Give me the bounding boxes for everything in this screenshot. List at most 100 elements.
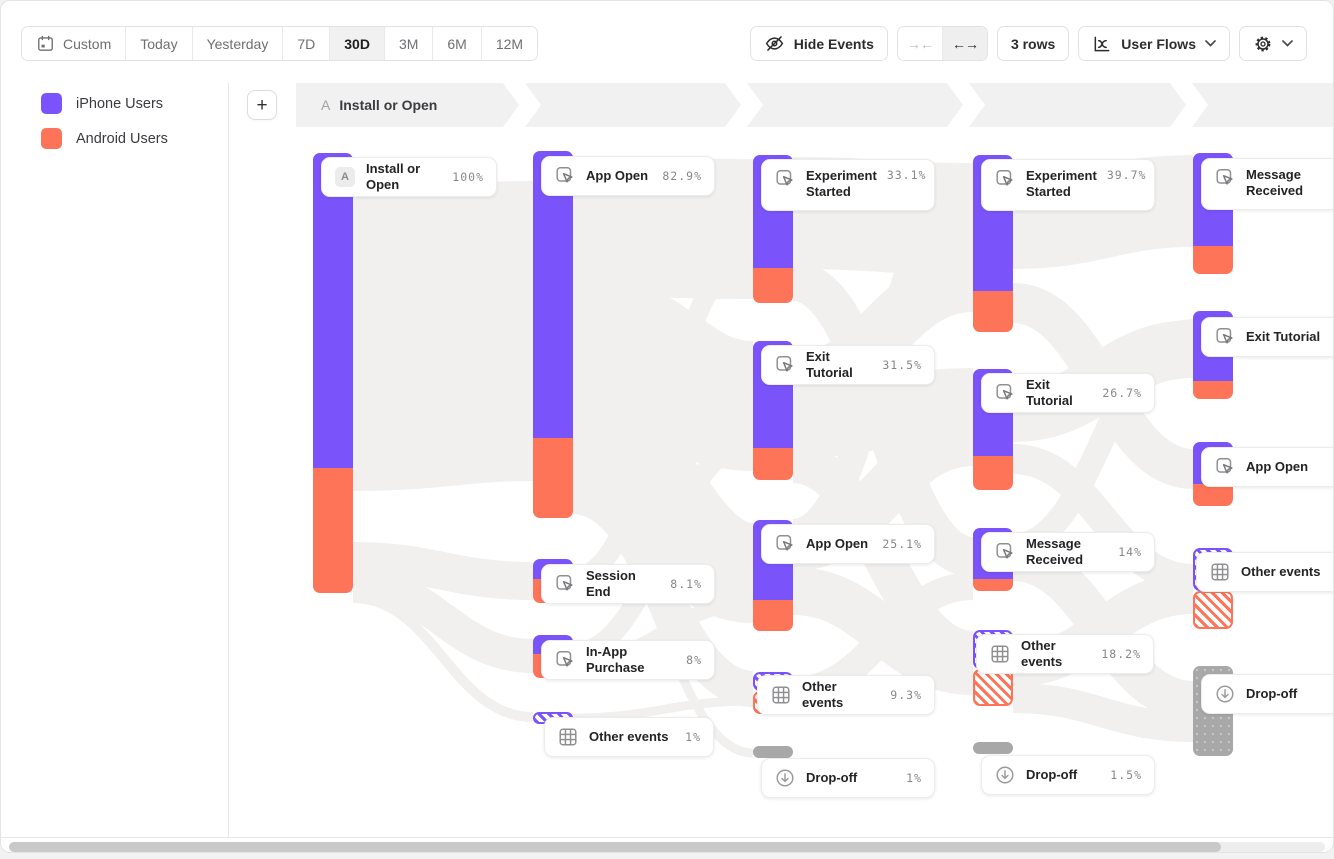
step-band-segment[interactable] bbox=[1192, 83, 1333, 127]
view-selector-button[interactable]: User Flows bbox=[1078, 26, 1230, 61]
event-percentage: 33.1% bbox=[886, 168, 927, 182]
step-letter-badge: A bbox=[334, 166, 356, 188]
drop-off-icon bbox=[774, 767, 796, 789]
legend-swatch bbox=[41, 128, 62, 149]
bar-segment-purple bbox=[533, 151, 573, 438]
other-events-icon bbox=[770, 684, 792, 706]
date-range-label: 30D bbox=[344, 35, 370, 52]
event-name: Other events bbox=[1021, 637, 1063, 669]
date-range-6m[interactable]: 6M bbox=[432, 27, 481, 60]
legend-item-iphone-users[interactable]: iPhone Users bbox=[41, 93, 168, 114]
date-range-30d[interactable]: 30D bbox=[329, 27, 384, 60]
event-click-icon bbox=[774, 533, 796, 555]
flow-node-app-open-col3[interactable]: App Open 25.1% bbox=[761, 524, 935, 564]
event-percentage: 9.3% bbox=[890, 688, 922, 702]
event-click-icon bbox=[994, 382, 1016, 404]
event-name: App Open bbox=[1246, 458, 1309, 474]
event-name: Experiment Started bbox=[806, 168, 877, 200]
bar-segment-orange bbox=[1193, 484, 1233, 506]
event-name: Install or Open bbox=[366, 160, 421, 192]
event-percentage: 82.9% bbox=[662, 169, 702, 183]
date-range-label: 3M bbox=[398, 35, 419, 52]
flow-node-exit-tutorial-col4[interactable]: Exit Tutorial 26.7% bbox=[981, 373, 1155, 413]
bar-segment-hatch-orange bbox=[1193, 591, 1233, 629]
flow-node-other-events-col4[interactable]: Other events 18.2% bbox=[976, 634, 1154, 674]
legend-label: iPhone Users bbox=[76, 95, 164, 112]
event-click-icon bbox=[774, 354, 796, 376]
flow-node-drop-off-col3[interactable]: Drop-off 1% bbox=[761, 758, 935, 798]
drop-off-icon bbox=[994, 764, 1016, 786]
collapse-columns-button[interactable]: →← bbox=[897, 27, 943, 60]
event-percentage: 31.5% bbox=[882, 358, 922, 372]
event-click-icon bbox=[1214, 456, 1236, 478]
event-name: Drop-off bbox=[1246, 685, 1298, 701]
flow-node-drop-off-col4[interactable]: Drop-off 1.5% bbox=[981, 755, 1155, 795]
event-name: Other events bbox=[1241, 563, 1321, 579]
event-percentage: 26.7% bbox=[1102, 386, 1142, 400]
bar-segment-gray bbox=[973, 742, 1013, 754]
flow-node-message-received-col5[interactable]: Message Received bbox=[1201, 158, 1333, 210]
flow-node-exit-tutorial-col3[interactable]: Exit Tutorial 31.5% bbox=[761, 345, 935, 385]
step-band-segment[interactable] bbox=[747, 83, 963, 127]
expand-columns-button[interactable]: ←→ bbox=[942, 27, 987, 60]
date-range-today[interactable]: Today bbox=[125, 27, 192, 60]
date-range-custom[interactable]: Custom bbox=[22, 27, 126, 60]
bar-segment-orange bbox=[533, 438, 573, 518]
event-click-icon bbox=[554, 165, 576, 187]
event-name: Drop-off bbox=[1026, 766, 1078, 782]
event-percentage: 1.5% bbox=[1110, 768, 1142, 782]
date-range-yesterday[interactable]: Yesterday bbox=[191, 27, 283, 60]
event-name: Other events bbox=[802, 678, 844, 710]
flow-node-install-or-open-col1[interactable]: A Install or Open 100% bbox=[321, 157, 497, 197]
date-range-7d[interactable]: 7D bbox=[282, 27, 330, 60]
scrollbar-thumb[interactable] bbox=[9, 842, 1221, 852]
bar-segment-orange bbox=[973, 579, 1013, 591]
date-range-toolbar: Custom Today Yesterday 7D 30D 3M 6M 12M bbox=[21, 26, 539, 61]
flow-node-experiment-started-col4[interactable]: Experiment Started 39.7% bbox=[981, 159, 1155, 211]
settings-button[interactable] bbox=[1239, 26, 1307, 61]
horizontal-scrollbar[interactable] bbox=[9, 842, 1325, 852]
flow-bar-install-or-open bbox=[313, 153, 353, 593]
event-name: App Open bbox=[586, 167, 649, 183]
flow-node-in-app-purchase-col2[interactable]: In-App Purchase 8% bbox=[541, 640, 715, 680]
event-percentage: 14% bbox=[1118, 545, 1142, 559]
event-click-icon bbox=[1214, 167, 1236, 189]
bar-segment-gray bbox=[753, 746, 793, 758]
legend-swatch bbox=[41, 93, 62, 114]
bar-segment-purple bbox=[313, 153, 353, 468]
flow-node-app-open-col2[interactable]: App Open 82.9% bbox=[541, 156, 715, 196]
view-selector-label: User Flows bbox=[1121, 35, 1196, 52]
flow-node-drop-off-col5[interactable]: Drop-off bbox=[1201, 674, 1333, 714]
legend-item-android-users[interactable]: Android Users bbox=[41, 128, 168, 149]
bar-segment-orange bbox=[1193, 381, 1233, 399]
step-band-segment[interactable]: A Install or Open bbox=[296, 83, 519, 127]
flow-bar-drop-off bbox=[973, 742, 1013, 754]
flow-node-other-events-col3[interactable]: Other events 9.3% bbox=[757, 675, 935, 715]
flow-node-other-events-col2[interactable]: Other events 1% bbox=[544, 717, 714, 757]
flow-node-message-received-col4[interactable]: Message Received 14% bbox=[981, 532, 1155, 572]
right-toolbar: Hide Events →← ←→ 3 rows User Flows bbox=[749, 26, 1307, 61]
flow-canvas: A Install or Open A Install or Open 100% App… bbox=[1, 1, 1333, 837]
flow-node-session-end-col2[interactable]: Session End 8.1% bbox=[541, 564, 715, 604]
flow-node-exit-tutorial-col5[interactable]: Exit Tutorial bbox=[1201, 317, 1333, 357]
event-percentage: 25.1% bbox=[882, 537, 922, 551]
flow-node-experiment-started-col3[interactable]: Experiment Started 33.1% bbox=[761, 159, 935, 211]
collapse-expand-toggle: →← ←→ bbox=[896, 26, 988, 61]
flow-node-app-open-col5[interactable]: App Open bbox=[1201, 447, 1333, 487]
date-range-label: 6M bbox=[447, 35, 467, 52]
hide-events-label: Hide Events bbox=[793, 35, 874, 52]
step-band-segment[interactable] bbox=[969, 83, 1186, 127]
date-range-3m[interactable]: 3M bbox=[383, 27, 433, 60]
add-step-button[interactable]: + bbox=[247, 90, 277, 120]
rows-button[interactable]: 3 rows bbox=[996, 26, 1070, 61]
bar-segment-orange bbox=[973, 456, 1013, 490]
flow-node-other-events-col5[interactable]: Other events bbox=[1196, 552, 1333, 592]
hide-events-button[interactable]: Hide Events bbox=[749, 26, 888, 61]
event-percentage: 1% bbox=[685, 730, 701, 744]
other-events-icon bbox=[557, 726, 579, 748]
step-band-segment[interactable] bbox=[525, 83, 741, 127]
event-percentage: 100% bbox=[452, 170, 484, 184]
date-range-12m[interactable]: 12M bbox=[480, 27, 538, 60]
chart-bottom-border bbox=[1, 837, 1333, 838]
